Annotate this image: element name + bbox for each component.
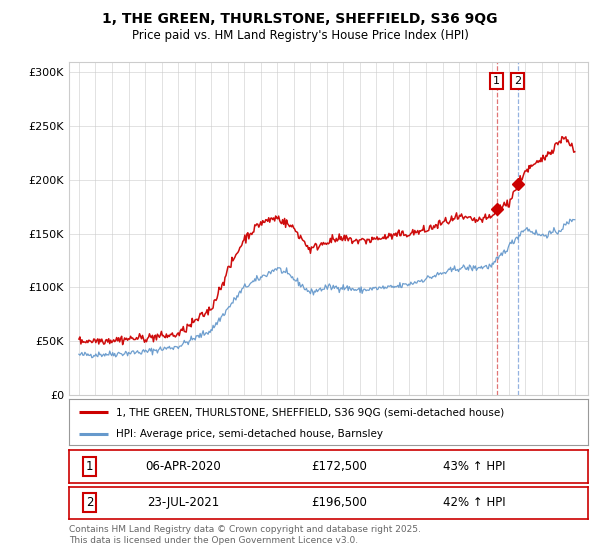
Text: 1: 1 xyxy=(86,460,94,473)
Text: 06-APR-2020: 06-APR-2020 xyxy=(145,460,221,473)
Text: 23-JUL-2021: 23-JUL-2021 xyxy=(147,496,220,510)
Text: £196,500: £196,500 xyxy=(311,496,367,510)
Text: 2: 2 xyxy=(86,496,94,510)
Text: HPI: Average price, semi-detached house, Barnsley: HPI: Average price, semi-detached house,… xyxy=(116,429,383,439)
Text: Price paid vs. HM Land Registry's House Price Index (HPI): Price paid vs. HM Land Registry's House … xyxy=(131,29,469,42)
Text: Contains HM Land Registry data © Crown copyright and database right 2025.
This d: Contains HM Land Registry data © Crown c… xyxy=(69,525,421,545)
Text: 2: 2 xyxy=(514,76,521,86)
Text: 1, THE GREEN, THURLSTONE, SHEFFIELD, S36 9QG (semi-detached house): 1, THE GREEN, THURLSTONE, SHEFFIELD, S36… xyxy=(116,407,504,417)
Text: 42% ↑ HPI: 42% ↑ HPI xyxy=(443,496,505,510)
Text: 1: 1 xyxy=(493,76,500,86)
Text: £172,500: £172,500 xyxy=(311,460,367,473)
Text: 43% ↑ HPI: 43% ↑ HPI xyxy=(443,460,505,473)
Text: 1, THE GREEN, THURLSTONE, SHEFFIELD, S36 9QG: 1, THE GREEN, THURLSTONE, SHEFFIELD, S36… xyxy=(102,12,498,26)
